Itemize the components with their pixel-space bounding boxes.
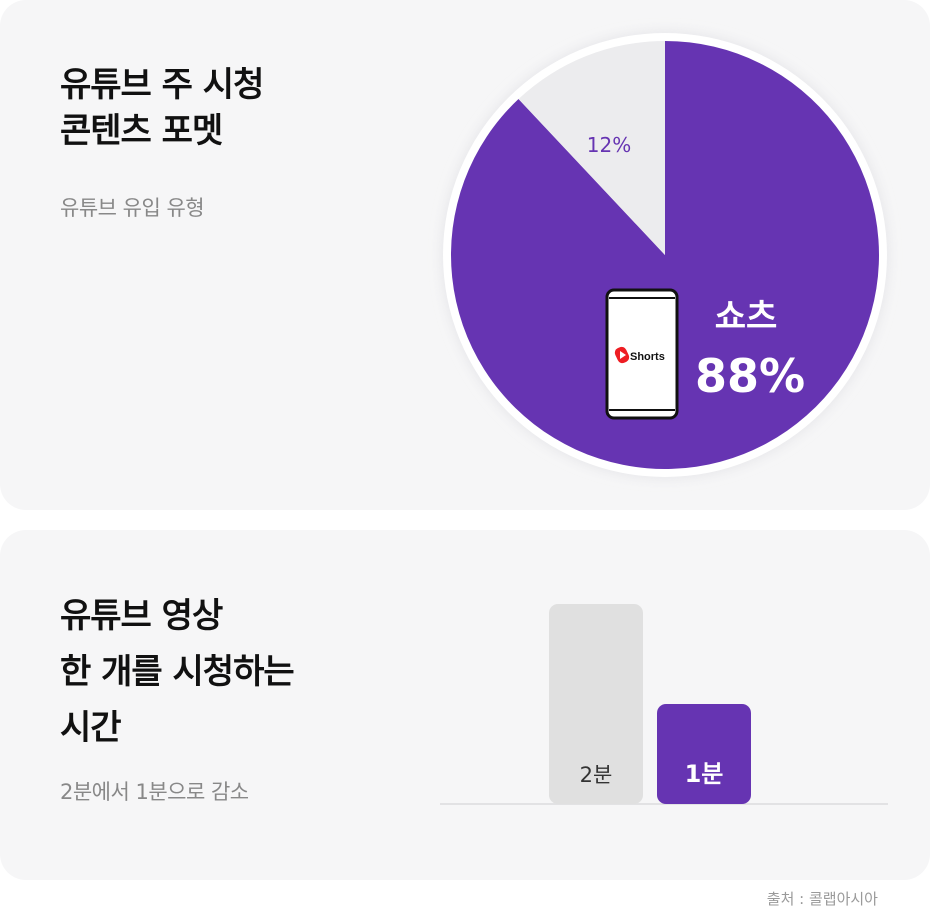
shorts-slice-label: 쇼츠	[715, 297, 778, 337]
bar-label-1: 2분	[580, 763, 613, 787]
title-line-1: 유튜브 영상	[60, 596, 223, 636]
title-line-3: 시간	[60, 708, 122, 748]
shorts-logo-text: Shorts	[630, 351, 665, 363]
phone-body	[605, 288, 679, 420]
bar-1	[549, 604, 643, 804]
title-line-2: 한 개를 시청하는	[60, 652, 295, 692]
shorts-logo-icon	[614, 346, 630, 364]
title-line-1: 유튜브 주 시청	[60, 65, 264, 105]
shorts-slice-value: 88%	[695, 349, 805, 403]
source-note: 출처 : 콜랩아시아	[766, 890, 878, 908]
bar-label-2: 1분	[685, 760, 724, 788]
pie-chart: 12% 쇼츠 88% Shorts	[443, 33, 887, 477]
bar-chart: 2분 1분	[440, 604, 888, 805]
bar-2	[657, 704, 751, 804]
content-format-subtitle: 유튜브 유입 유형	[60, 196, 205, 220]
other-slice-value: 12%	[587, 133, 631, 157]
pie-slice-other	[518, 41, 665, 255]
title-line-2: 콘텐츠 포멧	[60, 111, 223, 151]
phone-graphic: Shorts	[605, 288, 679, 420]
watch-time-subtitle: 2분에서 1분으로 감소	[60, 780, 249, 804]
